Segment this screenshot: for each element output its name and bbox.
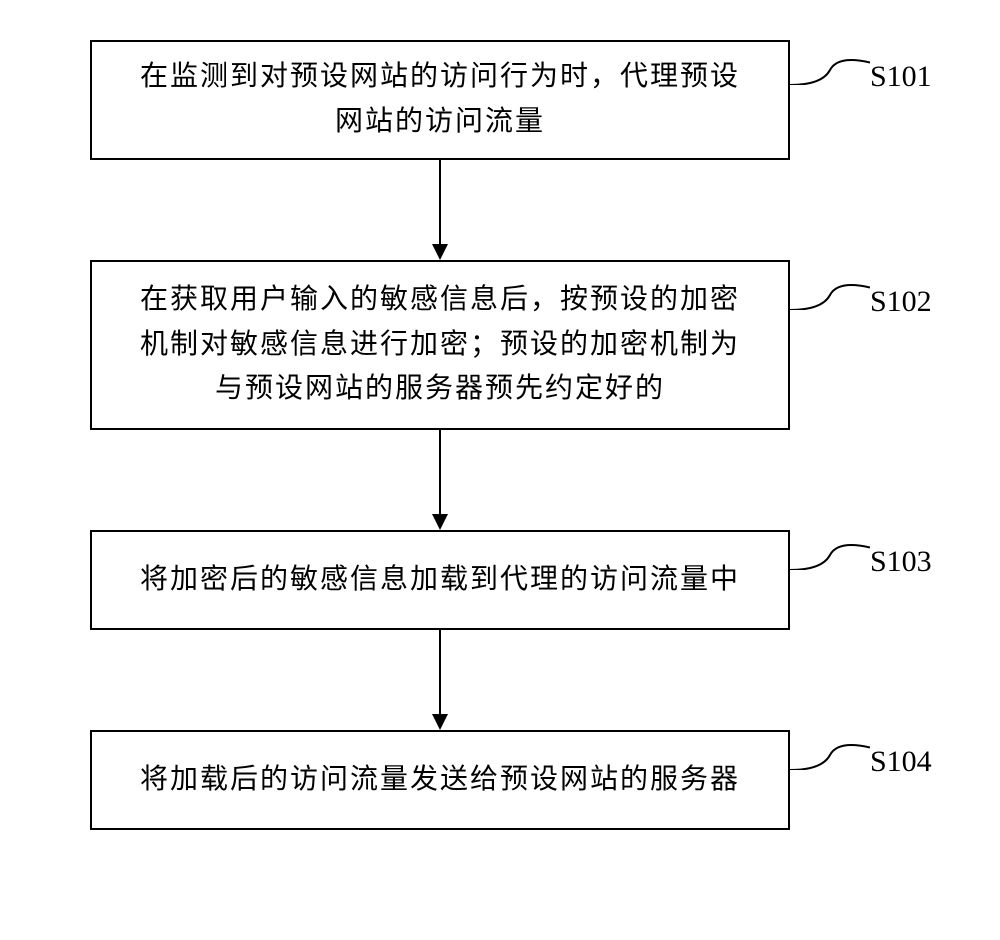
arrow-line [439, 630, 441, 714]
arrow-head-icon [432, 714, 448, 730]
arrow-line [439, 430, 441, 514]
step-text: 将加载后的访问流量发送给预设网站的服务器 [140, 758, 740, 803]
step-text: 在获取用户输入的敏感信息后，按预设的加密机制对敏感信息进行加密；预设的加密机制为… [140, 278, 740, 412]
arrow-head-icon [432, 244, 448, 260]
step-label-s101: S101 [870, 60, 932, 94]
step-label-s103: S103 [870, 545, 932, 579]
step-label-s102: S102 [870, 285, 932, 319]
step-text: 在监测到对预设网站的访问行为时，代理预设网站的访问流量 [140, 55, 740, 145]
step-box-s103: 将加密后的敏感信息加载到代理的访问流量中 [90, 530, 790, 630]
label-connector [790, 55, 870, 85]
step-label-s104: S104 [870, 745, 932, 779]
step-box-s104: 将加载后的访问流量发送给预设网站的服务器 [90, 730, 790, 830]
step-box-s101: 在监测到对预设网站的访问行为时，代理预设网站的访问流量 [90, 40, 790, 160]
label-connector [790, 540, 870, 570]
step-box-s102: 在获取用户输入的敏感信息后，按预设的加密机制对敏感信息进行加密；预设的加密机制为… [90, 260, 790, 430]
arrow-line [439, 160, 441, 244]
label-connector [790, 280, 870, 310]
step-text: 将加密后的敏感信息加载到代理的访问流量中 [140, 558, 740, 603]
label-connector [790, 740, 870, 770]
flowchart-canvas: 在监测到对预设网站的访问行为时，代理预设网站的访问流量 S101 在获取用户输入的敏… [0, 0, 1000, 940]
arrow-head-icon [432, 514, 448, 530]
